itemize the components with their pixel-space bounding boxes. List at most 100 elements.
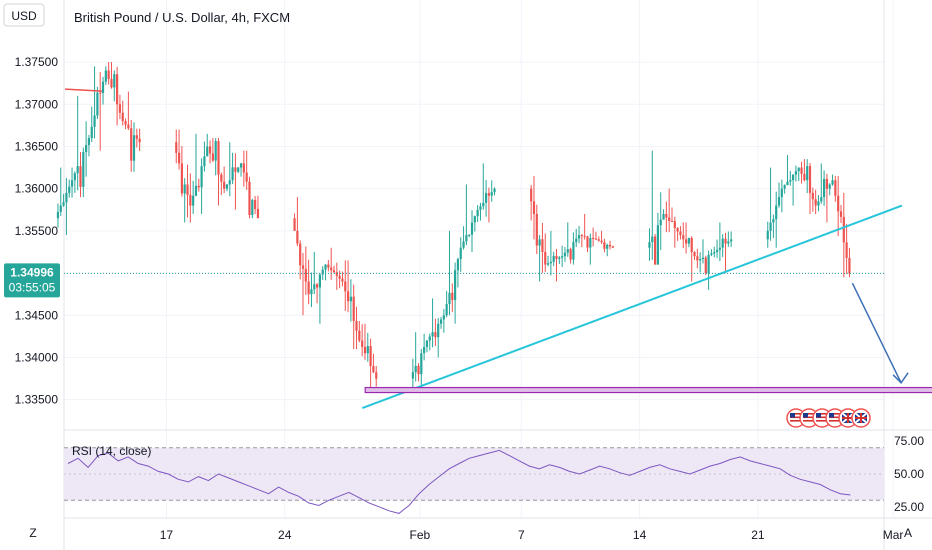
flag-stripe xyxy=(816,416,828,419)
candle-body xyxy=(808,166,812,193)
rsi-line xyxy=(67,449,851,514)
candle-body xyxy=(769,222,772,231)
flag-stripe xyxy=(803,413,815,415)
candle-body xyxy=(789,180,792,182)
a-button[interactable]: A xyxy=(904,526,912,540)
candle-body xyxy=(693,251,696,257)
candle-body xyxy=(130,128,133,161)
time-tick-label: 7 xyxy=(518,528,525,542)
candle-body xyxy=(690,237,693,252)
candle-body xyxy=(225,184,229,189)
candle-body xyxy=(248,181,251,215)
candle-body xyxy=(251,199,254,215)
candle-body xyxy=(118,104,122,113)
candle-body xyxy=(484,193,488,203)
flag-stripe xyxy=(790,420,802,422)
candle-body xyxy=(425,340,429,347)
candle-body xyxy=(715,249,719,252)
candle-body xyxy=(344,281,347,292)
candle-body xyxy=(611,246,614,248)
support-zone xyxy=(364,386,932,394)
flag-canton xyxy=(790,413,795,418)
candle-body xyxy=(673,221,676,229)
candle-body xyxy=(200,166,203,188)
time-tick-label: 21 xyxy=(751,528,765,542)
candle-body xyxy=(366,346,369,354)
candle-body xyxy=(828,184,831,189)
candle-body xyxy=(99,92,102,94)
candle-body xyxy=(65,192,68,203)
candle-body xyxy=(56,211,60,219)
candle-body xyxy=(456,259,460,271)
candle-body xyxy=(817,201,820,206)
currency-label: USD xyxy=(11,9,37,23)
candle-body xyxy=(730,239,733,242)
price-tick-label: 1.37500 xyxy=(15,55,59,69)
candle-body xyxy=(845,242,848,258)
candle-body xyxy=(310,289,313,295)
time-axis[interactable]: 17 24 Feb 7 14 21 Mar xyxy=(160,528,904,542)
time-tick-label: 17 xyxy=(160,528,174,542)
price-tick-label: 1.35500 xyxy=(15,224,59,238)
forecast-arrow-head xyxy=(892,372,909,384)
candle-body xyxy=(304,268,307,282)
candle-body xyxy=(104,70,107,82)
candle-body xyxy=(451,292,454,301)
candle-body xyxy=(594,238,598,240)
candle-body xyxy=(82,152,85,187)
z-button[interactable]: Z xyxy=(29,526,36,540)
candle-body xyxy=(687,237,690,244)
candle-body xyxy=(315,284,319,288)
candle-body xyxy=(132,135,136,161)
flag-stripe xyxy=(816,420,828,422)
candle-body xyxy=(420,353,423,375)
candle-body xyxy=(62,202,65,206)
rsi-tick-label: 25.00 xyxy=(894,500,924,514)
candle-body xyxy=(217,141,220,175)
bar-countdown: 03:55:05 xyxy=(9,280,56,294)
candle-body xyxy=(589,237,592,248)
candle-body xyxy=(825,178,829,189)
candle-body xyxy=(414,365,417,373)
rsi-tick-label: 50.00 xyxy=(894,467,924,481)
candle-body xyxy=(668,217,671,222)
candle-body xyxy=(321,269,324,275)
candle-body xyxy=(775,205,778,220)
event-flags[interactable] xyxy=(786,408,871,428)
flag-stripe xyxy=(829,416,841,419)
flag-canton xyxy=(803,413,808,418)
candle-body xyxy=(600,240,603,243)
candle-body xyxy=(293,218,296,231)
price-axis[interactable]: 1.375001.370001.365001.360001.355001.350… xyxy=(15,55,59,407)
time-tick-label: 24 xyxy=(278,528,292,542)
candle-body xyxy=(597,239,600,241)
candle-body xyxy=(411,372,414,379)
flag-stripe xyxy=(790,413,802,415)
candle-body xyxy=(549,261,552,264)
candle-body xyxy=(231,167,234,181)
rsi-axis[interactable]: 75.00 50.00 25.00 xyxy=(894,434,924,514)
flag-stripe xyxy=(803,416,815,419)
price-tick-label: 1.34500 xyxy=(15,308,59,322)
candle-body xyxy=(794,171,798,175)
candle-body xyxy=(552,255,555,262)
candle-body xyxy=(330,267,333,271)
candle-body xyxy=(206,146,209,157)
candle-body xyxy=(462,241,465,248)
trendline xyxy=(361,204,903,410)
time-tick-label: Mar xyxy=(883,528,904,542)
price-tick-label: 1.36500 xyxy=(15,139,59,153)
candle-body xyxy=(831,180,834,185)
candle-body xyxy=(482,202,485,207)
candle-body xyxy=(369,346,372,366)
uk-flag-icon[interactable] xyxy=(851,408,871,428)
candle-body xyxy=(651,236,654,243)
candle-body xyxy=(713,251,716,254)
currency-button[interactable]: USD xyxy=(3,3,45,27)
candle-body xyxy=(682,235,685,240)
candle-body xyxy=(493,188,496,193)
candle-body xyxy=(814,199,817,206)
candle-body xyxy=(572,242,575,260)
candle-body xyxy=(121,112,124,122)
